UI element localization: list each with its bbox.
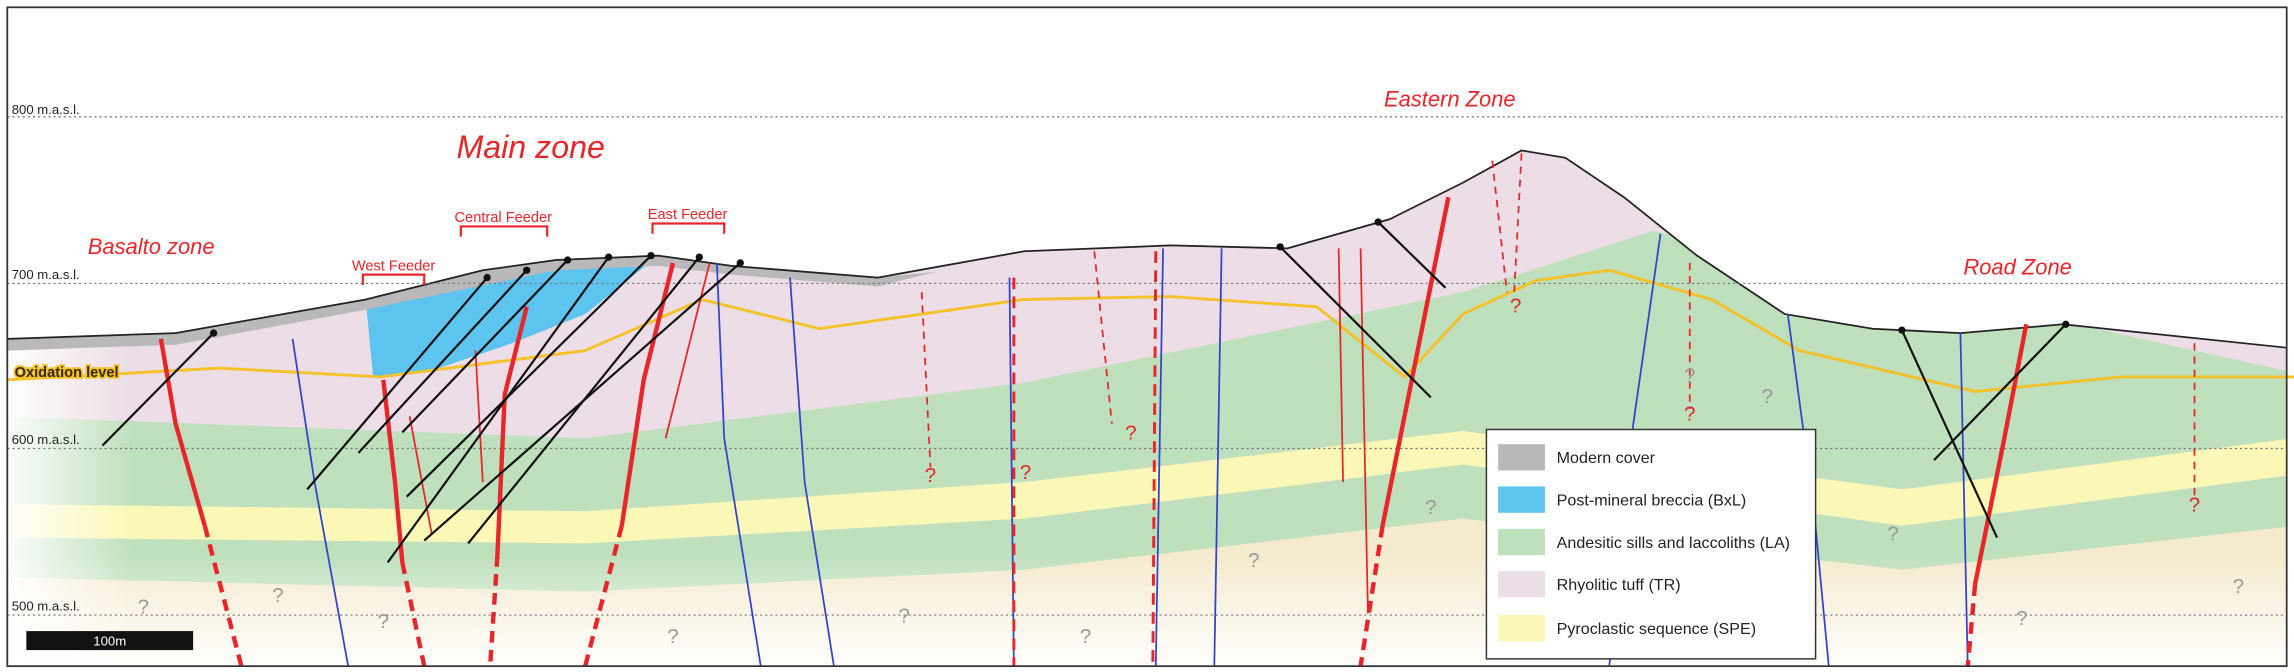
legend-swatch (1498, 528, 1545, 556)
question-mark: ? (1684, 403, 1695, 426)
legend: Modern cover Post-mineral breccia (BxL) … (1485, 428, 1817, 660)
question-mark: ? (898, 604, 909, 627)
scale-bar (26, 631, 194, 651)
fade (7, 555, 2287, 667)
question-mark: ? (1762, 385, 1773, 408)
legend-label: Pyroclastic sequence (SPE) (1557, 620, 1756, 638)
legend-label: Rhyolitic tuff (TR) (1557, 576, 1681, 594)
fade (7, 336, 132, 667)
question-mark: ? (1510, 295, 1521, 318)
elevation-lines (7, 116, 2287, 616)
question-mark: ? (1080, 625, 1091, 648)
question-mark: ? (1425, 496, 1436, 519)
zone-label: Road Zone (1963, 255, 2071, 280)
feeder-label: East Feeder (648, 207, 728, 223)
question-mark: ? (1020, 461, 1031, 484)
minor-faults (408, 153, 2196, 614)
pyroclastic-band (7, 430, 2287, 544)
question-mark: ? (925, 464, 936, 487)
collars (209, 218, 2070, 337)
question-mark: ? (667, 625, 678, 648)
topography (7, 149, 2287, 349)
question-mark: ? (138, 596, 149, 619)
oxidation-label: Oxidation level (15, 365, 119, 381)
legend-swatch (1498, 615, 1545, 642)
drill-holes (101, 221, 2067, 564)
elevation-label: 600 m.a.s.l. (12, 432, 80, 447)
scale-label: 100m (93, 634, 126, 649)
question-mark: ? (2189, 493, 2200, 516)
legend-label: Post-mineral breccia (BxL) (1557, 491, 1747, 509)
question-mark: ? (2233, 575, 2244, 598)
legend-label: Modern cover (1557, 449, 1656, 467)
question-mark: ? (272, 584, 283, 607)
question-mark: ? (2016, 607, 2027, 630)
question-mark: ? (1887, 523, 1898, 546)
question-mark: ? (1684, 365, 1695, 388)
feeder-label: West Feeder (352, 258, 436, 274)
feeder-label: Central Feeder (455, 210, 553, 226)
elevation-label: 800 m.a.s.l. (12, 102, 80, 117)
question-mark: ? (1125, 422, 1136, 445)
question-mark: ? (1248, 549, 1259, 572)
elevation-label: 500 m.a.s.l. (12, 599, 80, 614)
zone-label: Eastern Zone (1384, 87, 1516, 112)
legend-label: Andesitic sills and laccoliths (LA) (1557, 534, 1790, 552)
elevation-label: 700 m.a.s.l. (12, 267, 80, 282)
modern-cover (7, 255, 937, 351)
frame (6, 6, 2288, 668)
legend-swatch (1498, 486, 1545, 513)
feeder-brackets (361, 222, 726, 285)
zone-label: Basalto zone (88, 234, 215, 259)
legend-swatch (1498, 444, 1545, 471)
question-mark: ? (378, 610, 389, 633)
legend-swatch (1498, 571, 1545, 598)
q-marks: ??????????????????? (138, 295, 2244, 648)
zone-label: Main zone (456, 129, 604, 165)
